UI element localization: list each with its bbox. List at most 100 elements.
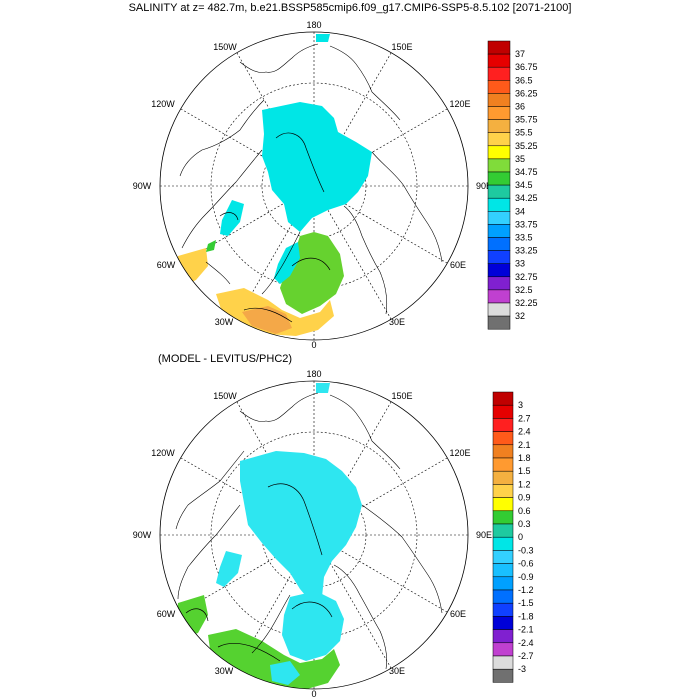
lon-label-0: 0 [311,689,316,699]
colorbar-tick-label: 32.5 [515,285,533,295]
colorbar-tick-label: 0.9 [518,493,531,503]
lon-label-90w: 90W [133,530,152,540]
lon-label-150w: 150W [213,42,237,52]
baffin-bay-fill [220,200,244,236]
colorbar-swatch [492,510,514,525]
greenland-coastal-fill [274,242,300,284]
difference-title: (MODEL - LEVITUS/PHC2) [158,353,293,365]
colorbar-swatch [492,497,514,512]
colorbar-difference: 3 2.7 2.4 2.1 1.8 1.5 1.2 0.9 0.6 0.3 0 -0.3 -0.6 -0.… [492,391,534,683]
colorbar-tick-label: 34.5 [515,180,533,190]
arctic-basin-fill [262,102,372,232]
colorbar-tick-label: 0 [518,532,523,542]
lon-label-150e: 150E [391,391,412,401]
colorbar-swatch [492,563,514,578]
lon-label-0: 0 [311,340,316,350]
colorbar-tick-label: -2.4 [518,638,534,648]
colorbar-tick-label: -1.2 [518,585,534,595]
colorbar-tick-label: 3 [518,400,523,410]
figure-title: SALINITY at z= 482.7m, b.e21.BSSP585cmip… [128,2,572,14]
colorbar-swatch [487,158,511,173]
colorbar-swatch [492,642,514,657]
colorbar-swatch [487,197,511,212]
difference-contours [185,483,333,662]
colorbar-tick-label: 34.25 [515,193,538,203]
colorbar-tick-label: -0.3 [518,545,534,555]
lon-label-30e: 30E [389,317,405,327]
colorbar-tick-label: 0.3 [518,519,531,529]
colorbar-tick-label: 36 [515,102,525,112]
baffin-bay-fill [216,551,242,587]
colorbar-tick-label: 36.25 [515,88,538,98]
n-atlantic-cyan-fill [270,661,300,685]
colorbar-tick-label: 32 [515,311,525,321]
colorbar-swatch [487,224,511,238]
colorbar-tick-label: 32.25 [515,298,538,308]
colorbar-swatch [487,289,511,304]
difference-map-panel: 180 150W 150E 120W 120E 90W 90E 60W 60E … [133,369,534,699]
nordic-seas-fill [282,591,344,661]
lon-label-60w: 60W [157,260,176,270]
colorbar-swatch [492,602,514,617]
colorbar-tick-label: 33 [515,259,525,269]
colorbar-swatch [492,523,514,538]
colorbar-salinity: 37 36.75 36.5 36.25 36 35.75 35.5 35.25 35 34.75 3… [487,40,538,330]
colorbar-swatch [487,237,511,251]
colorbar-tick-label: 2.7 [518,413,531,423]
colorbar-swatch [487,211,511,225]
lon-label-120e: 120E [449,448,470,458]
colorbar-swatch [492,550,514,564]
lon-label-90e: 90E [476,530,492,540]
colorbar-swatch [492,418,514,432]
colorbar-swatch [487,119,511,133]
salinity-map-panel: 180 150W 150E 120W 120E 90W 90E 60W 60E … [133,20,538,350]
colorbar-swatch [492,444,514,459]
colorbar-swatch [492,470,514,485]
colorbar-tick-label: 2.1 [518,440,531,450]
colorbar-swatch [492,629,514,644]
lon-label-60w: 60W [157,609,176,619]
colorbar-tick-label: -3 [518,664,526,674]
lon-label-30w: 30W [215,666,234,676]
colorbar-tick-label: 1.8 [518,453,531,463]
lon-label-90w: 90W [133,181,152,191]
greenland-green-patch [206,240,216,252]
colorbar-swatch [487,132,511,147]
colorbar-swatch [487,250,511,264]
colorbar-swatch [492,391,514,406]
map-boundary [159,380,469,690]
colorbar-tick-label: 35 [515,154,525,164]
lon-label-150e: 150E [391,42,412,52]
coastlines [175,392,443,670]
colorbar-swatch [492,404,514,419]
colorbar-tick-label: 34.75 [515,167,538,177]
lon-label-30e: 30E [389,666,405,676]
colorbar-tick-label: -2.7 [518,651,534,661]
colorbar-tick-label: 35.5 [515,128,533,138]
bering-strait-fill [316,383,330,393]
colorbar-tick-label: 35.75 [515,115,538,125]
colorbar-tick-label: 37 [515,49,525,59]
colorbar-swatch [492,576,514,591]
colorbar-tick-label: -2.1 [518,625,534,635]
salinity-field [176,34,372,336]
colorbar-tick-label: 33.25 [515,246,538,256]
colorbar-swatch [492,589,514,604]
labrador-sea-fill [176,595,208,637]
colorbar-swatch [487,315,511,330]
colorbar-swatch [487,263,511,278]
colorbar-tick-label: -1.5 [518,598,534,608]
colorbar-swatch [492,484,514,498]
colorbar-tick-label: 36.75 [515,62,538,72]
colorbar-swatch [492,668,514,683]
lon-label-180: 180 [306,20,321,30]
colorbar-swatch [487,40,511,55]
colorbar-swatch [492,457,514,472]
colorbar-swatch [487,80,511,94]
difference-field [176,383,362,689]
salinity-contours [219,132,331,323]
map-boundary [159,31,469,341]
lon-label-90e: 90E [476,181,492,191]
bering-strait-fill [316,34,330,42]
lon-label-60e: 60E [450,609,466,619]
